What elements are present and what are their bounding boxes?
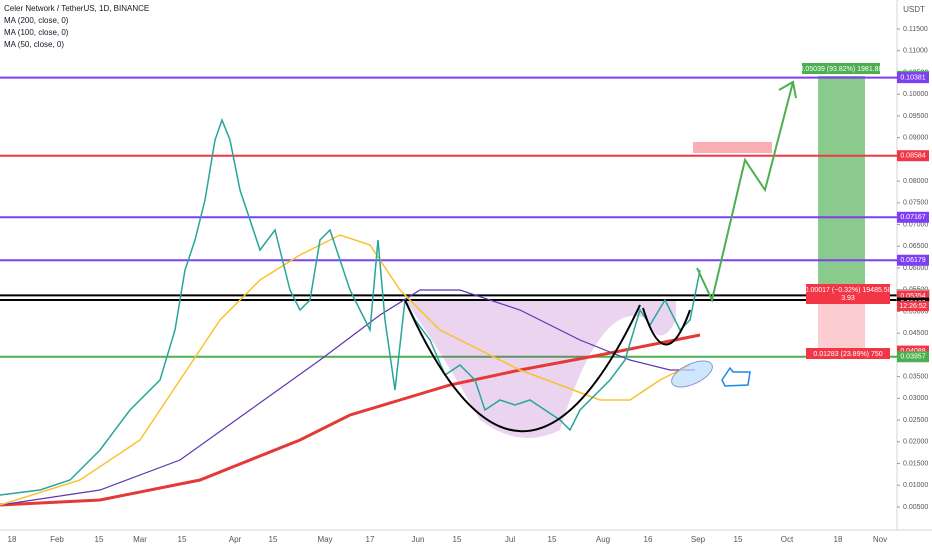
level-label: 0.10381	[900, 74, 925, 81]
time-tick-label: Feb	[50, 535, 64, 544]
hand-icon	[721, 366, 751, 387]
level-label-box	[897, 351, 929, 363]
price-tick-label: 0.11500	[903, 26, 928, 33]
price-series	[0, 117, 701, 496]
price-tick-label: 0.10000	[903, 91, 928, 98]
time-tick-label: 15	[548, 535, 557, 544]
time-tick-label: Apr	[229, 535, 242, 544]
level-label-box	[897, 290, 929, 302]
cup-fill	[405, 300, 676, 438]
target-label-box	[802, 63, 880, 74]
countdown-box	[897, 301, 929, 312]
time-tick-label: Jun	[412, 535, 425, 544]
time-tick-label: Sep	[691, 535, 706, 544]
level-label: 0.06179	[900, 257, 925, 264]
current-ratio: 3.93	[841, 295, 855, 302]
indicator-label: MA (100, close, 0)	[4, 28, 69, 37]
time-tick-label: 15	[453, 535, 462, 544]
price-tick-label: 0.06500	[903, 243, 928, 250]
projection-arrow	[696, 81, 794, 304]
price-tick-label: 0.09500	[903, 113, 928, 120]
time-tick-label: Oct	[781, 535, 794, 544]
time-tick-label: 18	[8, 535, 17, 544]
price-tick-label: 0.03500	[903, 373, 928, 380]
price-tick-label: 0.00500	[903, 504, 928, 511]
price-tick-label: 0.08000	[903, 178, 928, 185]
price-tick-label: 0.04500	[903, 330, 928, 337]
time-tick-label: May	[317, 535, 332, 544]
ma-50	[0, 234, 691, 506]
target-label: 0.05039 (93.82%) 1981.88	[800, 66, 883, 73]
level-label: 0.08584	[900, 153, 925, 160]
ma-100	[0, 289, 695, 506]
time-tick-label: Mar	[133, 535, 147, 544]
level-label-box	[897, 150, 929, 162]
price-tick-label: 0.03000	[903, 395, 928, 402]
time-tick-label: 15	[734, 535, 743, 544]
stop-label: 0.01283 (23.89%) 750	[813, 351, 882, 358]
level-label: 0.05354	[900, 293, 925, 300]
target-zone	[818, 76, 865, 284]
current-label-box	[806, 284, 890, 304]
handle-curve	[642, 307, 691, 346]
level-label: 0.07167	[900, 214, 925, 221]
arrow-head	[778, 80, 797, 99]
countdown: 12:26:52	[899, 303, 926, 310]
price-tick-label: 0.05000	[903, 308, 928, 315]
level-label-box	[897, 345, 929, 357]
currency-label: USDT	[903, 5, 925, 14]
current-label: −0.00017 (−0.32%) 19485.583	[801, 287, 896, 294]
level-label: 0.03957	[900, 354, 925, 361]
price-tick-label: 0.07000	[903, 221, 928, 228]
price-tick-label: 0.01500	[903, 460, 928, 467]
time-tick-label: Nov	[873, 535, 887, 544]
time-tick-label: 15	[95, 535, 104, 544]
price-tick-label: 0.11000	[903, 48, 928, 55]
time-tick-label: 15	[178, 535, 187, 544]
time-tick-label: 18	[834, 535, 843, 544]
stop-label-box	[806, 348, 890, 359]
time-tick-label: Jul	[505, 535, 515, 544]
highlight-ellipse	[671, 360, 713, 388]
price-tick-label: 0.07500	[903, 200, 928, 207]
resistance-box	[693, 142, 772, 153]
level-label-box	[897, 211, 929, 223]
level-label-box	[897, 72, 929, 84]
symbol-title: Celer Network / TetherUS, 1D, BINANCE	[4, 4, 149, 13]
level-label-box	[897, 254, 929, 266]
time-tick-label: 17	[366, 535, 375, 544]
time-tick-label: 16	[644, 535, 653, 544]
price-tick-label: 0.06000	[903, 265, 928, 272]
price-tick-label: 0.09000	[903, 134, 928, 141]
price-tick-label: 0.02000	[903, 439, 928, 446]
cup-curve	[404, 299, 641, 433]
indicator-label: MA (50, close, 0)	[4, 40, 64, 49]
indicator-label: MA (200, close, 0)	[4, 16, 69, 25]
time-tick-label: Aug	[596, 535, 610, 544]
price-tick-label: 0.02500	[903, 417, 928, 424]
price-tick-label: 0.01000	[903, 482, 928, 489]
time-tick-label: 15	[269, 535, 278, 544]
